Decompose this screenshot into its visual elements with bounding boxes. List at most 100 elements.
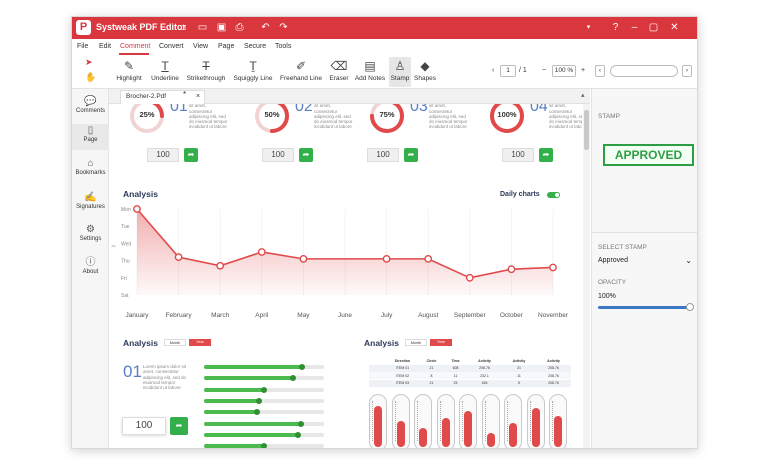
- document-tab-bar: Brocher-2.Pdf * × ▴: [109, 89, 590, 104]
- thermometer-gauge: [459, 394, 477, 448]
- sidebar-item-bookmarks[interactable]: ⌂ Bookmarks: [72, 157, 109, 183]
- kpi-percent: 100%: [497, 110, 517, 119]
- print-icon[interactable]: ⎙: [235, 22, 244, 33]
- minimize-icon[interactable]: –: [631, 22, 638, 33]
- table-header-cell: Direction: [394, 358, 411, 363]
- zoom-in-icon[interactable]: +: [581, 67, 586, 74]
- menu-convert[interactable]: Convert: [159, 43, 184, 50]
- approved-stamp-preview[interactable]: APPROVED: [603, 144, 694, 166]
- underline-icon: T: [161, 59, 169, 73]
- tab-close-icon[interactable]: ×: [196, 93, 201, 100]
- kpi-share-button[interactable]: ➦: [184, 148, 198, 162]
- prev-page-icon[interactable]: ‹: [492, 67, 495, 74]
- scroll-thumb[interactable]: [584, 110, 589, 150]
- kpi-value-box[interactable]: 100: [262, 148, 294, 162]
- close-icon[interactable]: ✕: [670, 22, 679, 33]
- analysis2-share-button[interactable]: ➦: [170, 417, 188, 435]
- kpi-value-box[interactable]: 100: [147, 148, 179, 162]
- thermometer-ticks: [439, 401, 442, 441]
- kpi-share-button[interactable]: ➦: [299, 148, 313, 162]
- chart-area: [137, 209, 553, 295]
- menu-comment[interactable]: Comment: [120, 43, 151, 50]
- scroll-up-icon[interactable]: ▴: [581, 92, 585, 99]
- opacity-slider[interactable]: [598, 306, 692, 309]
- analysis3-year-button[interactable]: Year: [430, 339, 452, 346]
- document-scrollbar[interactable]: [583, 104, 590, 448]
- kpi-number: 02: [295, 104, 313, 115]
- bar-handle: [289, 375, 296, 382]
- table-cell: 8: [430, 373, 433, 378]
- app-window: P Systweak PDF Editor ⌂ ▭ ▣ ⎙ ↶ ↷ ▾ ? – …: [71, 16, 698, 449]
- bar-track: [204, 398, 324, 403]
- menu-page[interactable]: Page: [218, 43, 235, 50]
- bar-fill: [204, 387, 264, 392]
- comments-icon: 💬: [84, 96, 97, 107]
- info-icon: ⓘ: [85, 257, 96, 268]
- bookmark-icon: ⌂: [87, 158, 94, 169]
- bar-handle: [261, 386, 267, 393]
- select-cursor-icon[interactable]: ➤: [85, 57, 93, 67]
- kpi-share-button[interactable]: ➦: [404, 148, 418, 162]
- kpi-value-box[interactable]: 100: [367, 148, 399, 162]
- daily-charts-toggle[interactable]: [547, 192, 560, 198]
- thermometer-ticks: [394, 401, 397, 441]
- freehand-line-tool[interactable]: ✐ Freehand Line: [280, 59, 322, 82]
- maximize-icon[interactable]: ▢: [648, 22, 659, 33]
- sidebar-item-about[interactable]: ⓘ About: [72, 256, 109, 282]
- analysis3-month-button[interactable]: Month: [405, 339, 427, 346]
- eraser-icon: ⌫: [330, 59, 348, 73]
- zoom-input[interactable]: 100 %: [552, 65, 576, 77]
- menu-bar: File Edit Comment Convert View Page Secu…: [72, 39, 697, 55]
- kpi-ring: [255, 104, 289, 133]
- y-tick-label: Fri: [121, 276, 127, 282]
- undo-icon[interactable]: ↶: [261, 22, 270, 33]
- language-flag-icon[interactable]: ▾: [586, 24, 591, 31]
- thermometer-fill: [396, 420, 405, 447]
- save-icon[interactable]: ▣: [216, 22, 227, 33]
- x-tick-label: October: [500, 312, 524, 319]
- table-cell: 25: [453, 381, 458, 385]
- eraser-tool[interactable]: ⌫ Eraser: [327, 57, 351, 87]
- analysis2-year-button[interactable]: Year: [189, 339, 211, 346]
- kpi-share-button[interactable]: ➦: [539, 148, 553, 162]
- menu-tools[interactable]: Tools: [275, 43, 292, 50]
- data-point: [465, 273, 474, 282]
- zoom-out-icon[interactable]: −: [542, 67, 547, 74]
- home-icon[interactable]: ⌂: [180, 22, 187, 33]
- stamp-panel-title: STAMP: [598, 113, 620, 120]
- search-next-icon[interactable]: ›: [682, 65, 692, 77]
- hand-tool-icon[interactable]: ✋: [85, 72, 97, 82]
- bar-fill: [204, 410, 257, 415]
- menu-file[interactable]: File: [77, 43, 89, 50]
- shapes-tool[interactable]: ◆ Shapes: [414, 59, 437, 82]
- analysis2-value-box[interactable]: 100: [122, 417, 166, 435]
- collapse-sidebar-icon[interactable]: ⇔: [110, 243, 117, 250]
- thermometer-fill: [464, 411, 472, 447]
- menu-edit[interactable]: Edit: [99, 43, 112, 50]
- opacity-slider-handle[interactable]: [686, 303, 694, 311]
- analysis2-month-button[interactable]: Month: [164, 339, 186, 346]
- search-input[interactable]: [610, 65, 678, 77]
- highlight-tool[interactable]: ✎ Highlight: [114, 57, 144, 87]
- page-number-input[interactable]: 1: [500, 65, 516, 77]
- sidebar-item-page[interactable]: ▯ Page: [72, 124, 109, 150]
- help-icon[interactable]: ?: [612, 22, 619, 33]
- sidebar-item-settings[interactable]: ⚙ Settings: [72, 223, 109, 249]
- stamp-select-dropdown[interactable]: Approved ⌄: [598, 256, 692, 265]
- underline-tool[interactable]: T Underline: [149, 57, 181, 87]
- data-point: [174, 253, 183, 262]
- menu-view[interactable]: View: [193, 43, 209, 50]
- add-notes-tool[interactable]: ▤ Add Notes: [354, 59, 386, 82]
- menu-secure[interactable]: Secure: [244, 43, 267, 50]
- redo-icon[interactable]: ↷: [279, 22, 288, 33]
- squiggly-line-tool[interactable]: Ṯ Squiggly Line: [231, 57, 275, 87]
- folder-icon[interactable]: ▭: [197, 22, 208, 33]
- search-prev-icon[interactable]: ‹: [595, 65, 605, 77]
- kpi-number: 01: [170, 104, 188, 115]
- sidebar-item-signatures[interactable]: ✍ Signatures: [72, 191, 109, 217]
- kpi-value-box[interactable]: 100: [502, 148, 534, 162]
- stamp-tool[interactable]: ♙ Stamp: [389, 57, 411, 87]
- document-tab[interactable]: Brocher-2.Pdf * ×: [120, 90, 205, 104]
- sidebar-item-comments[interactable]: 💬 Comments: [72, 95, 109, 121]
- strikethrough-tool[interactable]: T Strikethrough: [184, 57, 228, 87]
